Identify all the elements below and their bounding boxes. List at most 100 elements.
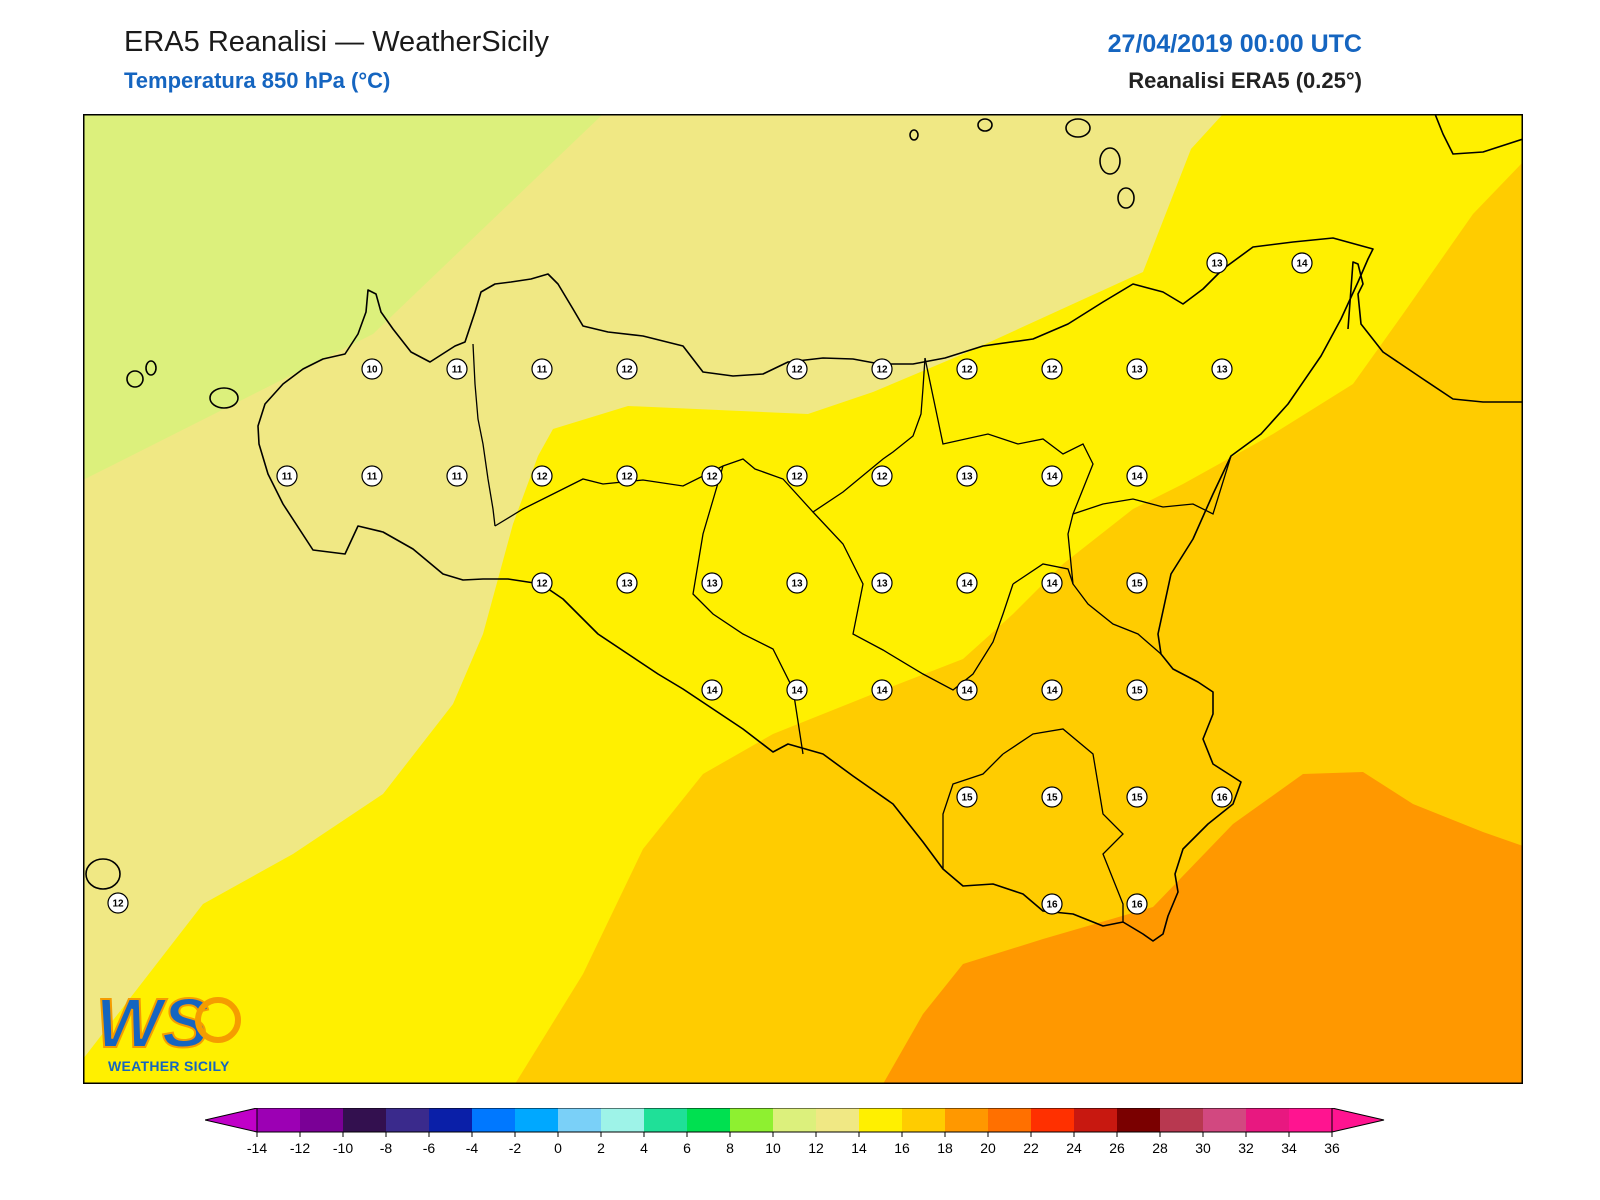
colorbar-segment [816, 1108, 859, 1132]
colorbar-segment [1160, 1108, 1203, 1132]
boundary-caltanissetta-enna [812, 511, 1014, 691]
station-marker: 14 [701, 679, 723, 701]
station-circle [1041, 893, 1063, 915]
colorbar-tick-label: -12 [290, 1140, 310, 1156]
station-circle [956, 358, 978, 380]
boundary-trapani-palermo [472, 343, 496, 527]
logo-name: WEATHER SICILY [108, 1058, 230, 1074]
colorbar-tick-label: -4 [466, 1140, 479, 1156]
temperature-map[interactable]: 10 11 11 12 12 12 12 12 13 13 11 11 11 12 12 12 12 12 13 14… [83, 114, 1523, 1084]
station-marker: 12 [786, 465, 808, 487]
colorbar-tick-label: 32 [1238, 1140, 1254, 1156]
colorbar-segment [515, 1108, 558, 1132]
colorbar-tick-label: 16 [894, 1140, 910, 1156]
weathersicily-logo: WS [96, 985, 241, 1063]
station-value: 14 [1046, 579, 1058, 590]
station-value: 13 [1131, 365, 1143, 376]
island-marettimo [209, 387, 239, 409]
station-marker: 13 [1206, 252, 1228, 274]
station-value: 13 [876, 579, 888, 590]
island-favignana [126, 370, 144, 388]
station-value: 14 [1046, 472, 1058, 483]
boundary-enna-catania [1012, 563, 1162, 655]
station-circle [1211, 786, 1233, 808]
colorbar-tick-label: 20 [980, 1140, 996, 1156]
station-circle [871, 572, 893, 594]
colorbar-segment [386, 1108, 429, 1132]
station-marker: 12 [786, 358, 808, 380]
station-marker: 12 [531, 465, 553, 487]
station-circle [616, 465, 638, 487]
station-marker: 12 [616, 465, 638, 487]
station-value: 15 [1131, 793, 1143, 804]
map-canvas[interactable]: 10 11 11 12 12 12 12 12 13 13 11 11 11 12 12 12 12 12 13 14… [83, 114, 1523, 1084]
colorbar-segment [601, 1108, 644, 1132]
station-marker: 13 [1211, 358, 1233, 380]
station-circle [1041, 465, 1063, 487]
station-marker: 13 [956, 465, 978, 487]
station-value: 11 [452, 365, 463, 376]
colorbar-tick-label: 4 [640, 1140, 648, 1156]
station-value: 11 [537, 365, 548, 376]
station-marker: 15 [956, 786, 978, 808]
station-marker: 15 [1041, 786, 1063, 808]
boundary-ragusa-siracusa [1002, 728, 1124, 922]
station-circle [956, 572, 978, 594]
station-circle [1126, 786, 1148, 808]
station-marker: 16 [1211, 786, 1233, 808]
station-circle [786, 358, 808, 380]
station-value: 14 [1046, 686, 1058, 697]
station-value: 15 [1046, 793, 1058, 804]
station-circle [1291, 252, 1313, 274]
station-circle [1041, 786, 1063, 808]
logo-sun-icon [195, 997, 241, 1043]
island-pantelleria [85, 858, 121, 890]
colorbar-segment [429, 1108, 472, 1132]
colorbar-tick-label: 22 [1023, 1140, 1039, 1156]
station-circle [1206, 252, 1228, 274]
station-value: 10 [366, 365, 378, 376]
temperature-fills [83, 114, 1523, 1084]
station-marker: 16 [1126, 893, 1148, 915]
colorbar-tick-label: -10 [333, 1140, 353, 1156]
colorbar-segment [1203, 1108, 1246, 1132]
station-circle [616, 572, 638, 594]
station-marker: 11 [531, 358, 553, 380]
station-circle [107, 892, 129, 914]
logo-initials: WS [96, 985, 209, 1062]
boundary-agrigento-caltanissetta [692, 465, 804, 755]
colorbar-segment [1074, 1108, 1117, 1132]
station-marker: 13 [786, 572, 808, 594]
station-marker: 16 [1041, 893, 1063, 915]
station-value: 12 [791, 365, 803, 376]
colorbar-segment [687, 1108, 730, 1132]
colorbar-segment [1289, 1108, 1332, 1132]
boundary-enna-messina [924, 357, 1094, 585]
station-marker: 11 [276, 465, 298, 487]
station-circle [1041, 679, 1063, 701]
colorbar-segment [300, 1108, 343, 1132]
station-circle [871, 358, 893, 380]
colorbar-tick-label: 34 [1281, 1140, 1297, 1156]
station-value: 12 [706, 472, 718, 483]
station-marker: 12 [701, 465, 723, 487]
colorbar-segment [644, 1108, 687, 1132]
colorbar: -14 -12 -10 -8 -6 -4 -2 0 2 4 6 8 10 12 14 16 18 20 22 24 26… [204, 1107, 1400, 1168]
station-circle [1126, 893, 1148, 915]
station-marker: 14 [1041, 679, 1063, 701]
station-marker: 15 [1126, 572, 1148, 594]
station-circle [531, 572, 553, 594]
colorbar-tick-label: 28 [1152, 1140, 1168, 1156]
island-levanzo [145, 360, 157, 376]
station-marker: 11 [446, 465, 468, 487]
station-value: 14 [1296, 259, 1308, 270]
station-value: 15 [1131, 686, 1143, 697]
province-boundaries [472, 343, 1232, 922]
station-marker: 12 [107, 892, 129, 914]
colorbar-segment [988, 1108, 1031, 1132]
station-marker: 14 [956, 679, 978, 701]
station-value: 12 [876, 472, 888, 483]
station-circle [616, 358, 638, 380]
station-marker: 14 [956, 572, 978, 594]
colorbar-segment [945, 1108, 988, 1132]
